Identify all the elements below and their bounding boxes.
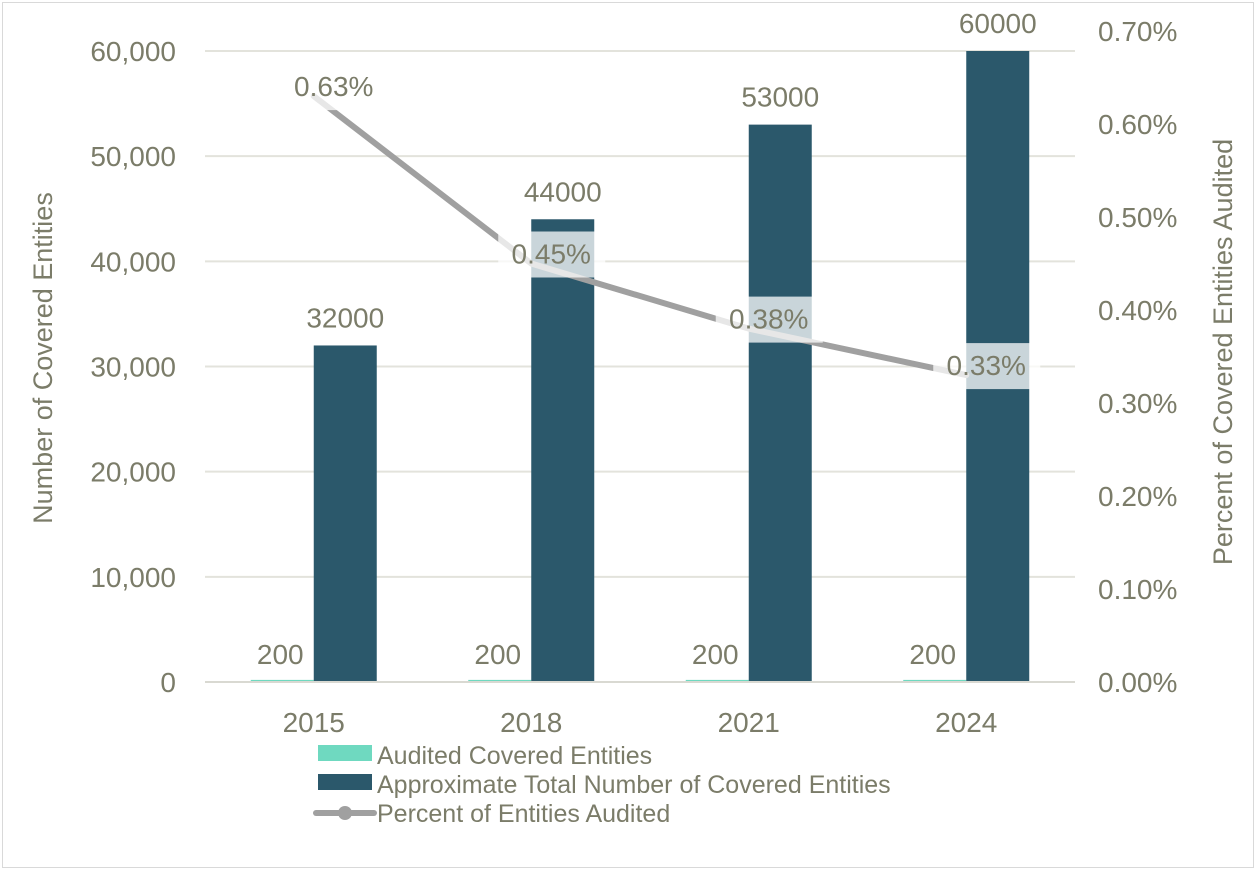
line-data-label: 0.38% — [729, 304, 808, 335]
y-tick-label: 30,000 — [90, 352, 176, 383]
bar-total — [313, 345, 377, 682]
bar-audited — [685, 679, 749, 682]
line-data-label: 0.63% — [294, 71, 373, 102]
x-tick-label: 2024 — [935, 707, 997, 738]
y-tick-label: 0 — [160, 667, 176, 698]
legend-marker — [338, 806, 352, 820]
y2-tick-label: 0.40% — [1098, 295, 1177, 326]
legend-swatch — [318, 774, 372, 790]
y2-tick-label: 0.20% — [1098, 481, 1177, 512]
line-data-label: 0.45% — [512, 239, 591, 270]
line-label-background — [498, 231, 606, 278]
bar-total — [531, 219, 595, 682]
bar-data-label: 32000 — [306, 302, 384, 333]
y2-tick-label: 0.00% — [1098, 667, 1177, 698]
bar-data-label: 200 — [257, 639, 304, 670]
y2-tick-label: 0.70% — [1098, 16, 1177, 47]
line-label-background — [933, 343, 1041, 390]
bar-data-label: 200 — [692, 639, 739, 670]
x-tick-label: 2015 — [283, 707, 345, 738]
line-label-background — [280, 64, 388, 111]
bar-data-label: 60000 — [959, 8, 1037, 39]
bar-data-label: 53000 — [741, 82, 819, 113]
legend-label: Audited Covered Entities — [377, 742, 652, 770]
line-data-label: 0.33% — [947, 350, 1026, 381]
y2-tick-label: 0.30% — [1098, 388, 1177, 419]
legend-label: Approximate Total Number of Covered Enti… — [377, 771, 891, 799]
bar-audited — [903, 679, 967, 682]
y-tick-label: 10,000 — [90, 562, 176, 593]
bar-audited — [468, 679, 532, 682]
y2-tick-label: 0.60% — [1098, 109, 1177, 140]
bar-audited — [250, 679, 314, 682]
bar-data-label: 200 — [909, 639, 956, 670]
y-axis-title: Number of Covered Entities — [28, 192, 58, 524]
y-tick-label: 50,000 — [90, 141, 176, 172]
x-tick-label: 2018 — [500, 707, 562, 738]
legend-swatch — [318, 745, 372, 761]
y-tick-label: 40,000 — [90, 246, 176, 277]
legend-label: Percent of Entities Audited — [377, 800, 670, 828]
y2-axis-title: Percent of Covered Entities Audited — [1208, 139, 1238, 565]
bar-total — [748, 124, 812, 682]
percent-line — [310, 93, 970, 379]
y2-tick-label: 0.10% — [1098, 574, 1177, 605]
x-tick-label: 2021 — [718, 707, 780, 738]
y-tick-label: 20,000 — [90, 457, 176, 488]
bar-data-label: 200 — [474, 639, 521, 670]
line-label-background — [715, 296, 823, 343]
y-tick-label: 60,000 — [90, 36, 176, 67]
y2-tick-label: 0.50% — [1098, 202, 1177, 233]
bar-data-label: 44000 — [524, 176, 602, 207]
